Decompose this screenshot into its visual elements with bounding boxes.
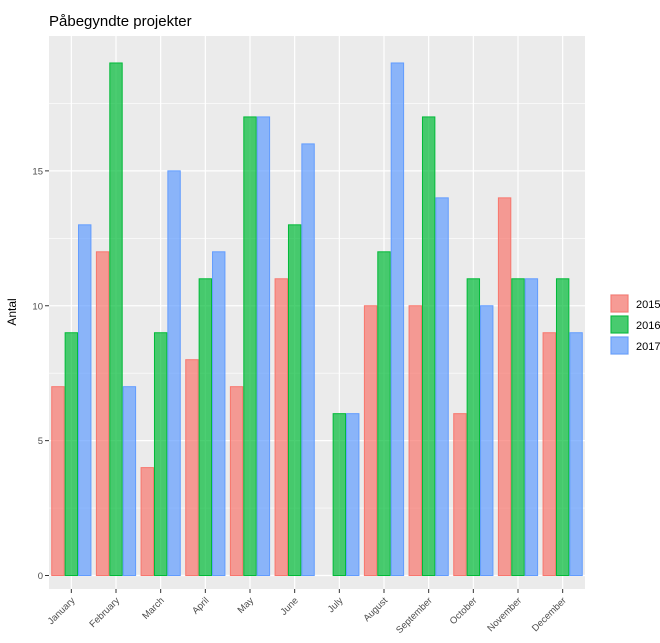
legend-swatch-2017 bbox=[610, 336, 629, 355]
bar-2017-april bbox=[212, 251, 226, 577]
bar-2017-october bbox=[480, 305, 494, 577]
x-tick-label: January bbox=[46, 595, 78, 627]
x-tick-label: October bbox=[448, 595, 480, 627]
bar-2016-september bbox=[421, 116, 436, 577]
bar-2017-february bbox=[122, 386, 137, 577]
bar-2016-may bbox=[243, 116, 257, 577]
x-axis-ticks: January February March April May June July Augu… bbox=[46, 589, 569, 636]
bar-2016-february bbox=[109, 62, 123, 577]
legend-label-2015: 2015 bbox=[636, 299, 660, 311]
bar-2017-december bbox=[569, 332, 583, 577]
bar-2015-october bbox=[453, 413, 467, 577]
x-tick-label: June bbox=[278, 595, 300, 617]
bar-2016-november bbox=[511, 278, 525, 577]
bar-2017-may bbox=[256, 116, 271, 577]
bar-2016-april bbox=[198, 278, 213, 577]
bar-2015-march bbox=[140, 467, 154, 577]
bar-2017-september bbox=[435, 197, 449, 577]
y-axis-label: Antal bbox=[5, 298, 19, 325]
bar-2016-january bbox=[64, 332, 79, 577]
y-tick-label: 15 bbox=[32, 166, 43, 177]
bar-2015-september bbox=[408, 305, 422, 577]
bar-2015-june bbox=[274, 278, 288, 577]
plot-panel bbox=[49, 36, 585, 589]
bar-2017-july bbox=[346, 413, 360, 577]
legend-swatch-2015 bbox=[610, 294, 629, 313]
bars bbox=[51, 62, 583, 577]
bar-2015-august bbox=[363, 305, 378, 577]
x-tick-label: March bbox=[140, 595, 166, 621]
bar-2015-december bbox=[542, 332, 556, 577]
y-tick-label: 0 bbox=[38, 571, 43, 582]
bar-2016-october bbox=[466, 278, 481, 577]
x-tick-label: August bbox=[361, 595, 390, 624]
bar-2017-june bbox=[301, 143, 315, 577]
legend-label-2016: 2016 bbox=[636, 320, 660, 332]
bar-2015-november bbox=[497, 197, 512, 577]
bar-2017-august bbox=[390, 62, 405, 577]
x-tick-label: May bbox=[236, 595, 257, 616]
y-tick-label: 5 bbox=[38, 436, 43, 447]
bar-2016-june bbox=[287, 224, 302, 577]
legend: 2015 2016 2017 bbox=[610, 294, 660, 355]
bar-2015-april bbox=[185, 359, 199, 577]
bar-2016-december bbox=[555, 278, 570, 577]
x-tick-label: April bbox=[190, 595, 211, 616]
y-axis-ticks: 0 5 10 15 bbox=[32, 166, 49, 582]
x-tick-label: December bbox=[530, 595, 569, 634]
x-tick-label: November bbox=[485, 595, 524, 634]
bar-2015-january bbox=[51, 386, 65, 577]
bar-2015-february bbox=[95, 251, 110, 577]
bar-2015-may bbox=[229, 386, 244, 577]
x-tick-label: July bbox=[326, 595, 346, 615]
legend-label-2017: 2017 bbox=[636, 341, 660, 353]
x-tick-label: February bbox=[87, 595, 122, 630]
x-tick-label: September bbox=[394, 595, 435, 636]
y-tick-label: 10 bbox=[32, 301, 43, 312]
bar-2017-november bbox=[524, 278, 539, 577]
bar-2016-august bbox=[377, 251, 391, 577]
bar-2016-july bbox=[332, 413, 347, 577]
chart-title: Påbegyndte projekter bbox=[49, 13, 192, 30]
bar-2017-march bbox=[167, 170, 181, 577]
bar-2017-january bbox=[78, 224, 92, 577]
legend-swatch-2016 bbox=[610, 315, 629, 334]
bar-2016-march bbox=[153, 332, 168, 577]
